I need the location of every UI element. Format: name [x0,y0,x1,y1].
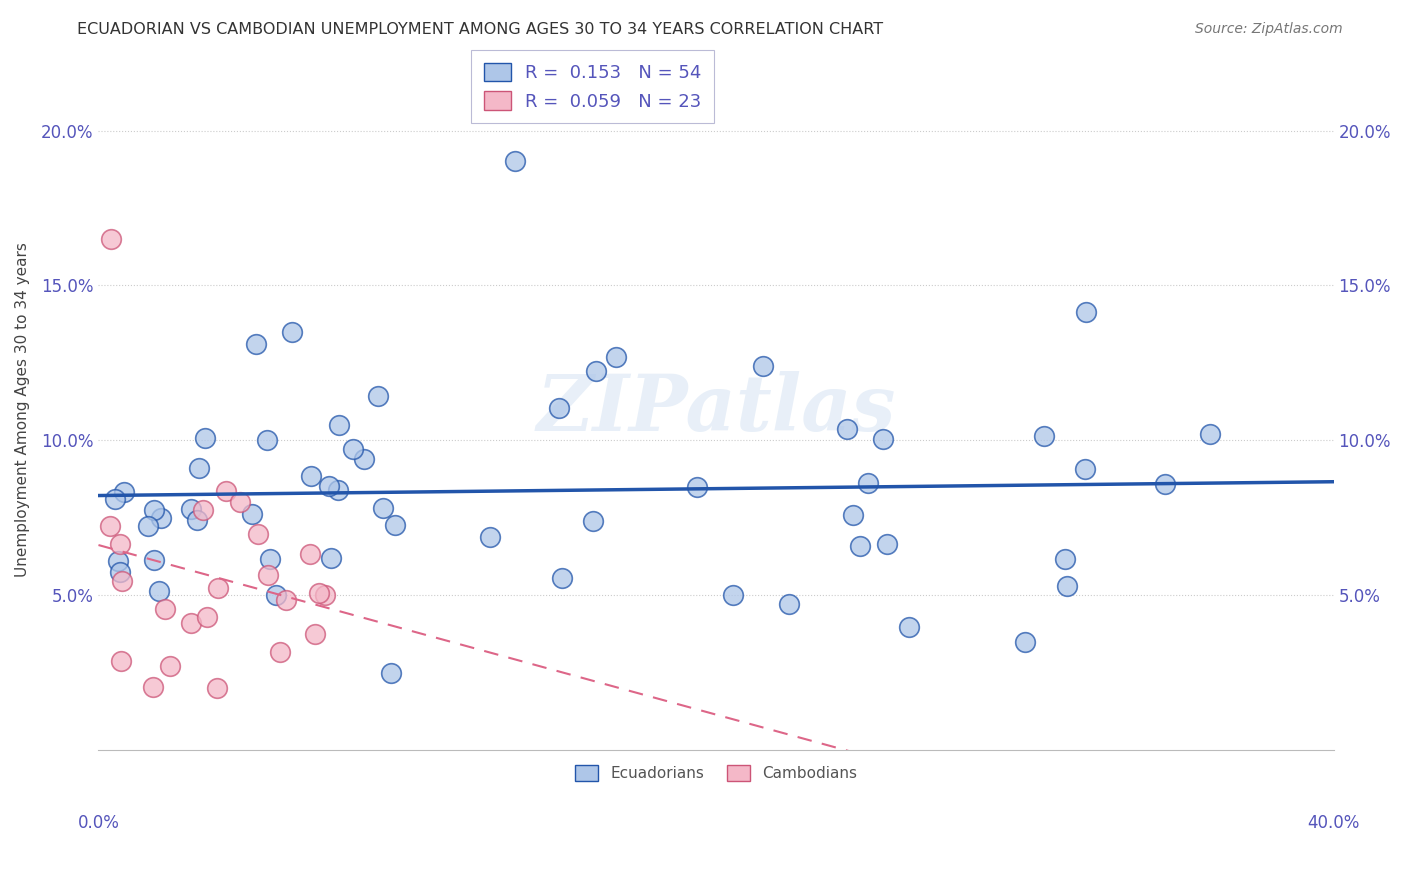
Point [318,478,340,492]
Point [1014,635,1036,649]
Point [778,597,800,611]
Point [148,584,170,599]
Point [849,540,872,554]
Point [1074,462,1097,476]
Point [108,537,131,551]
Point [274,592,297,607]
Point [328,483,350,497]
Point [246,526,269,541]
Point [856,476,879,491]
Point [142,680,165,694]
Point [384,517,406,532]
Point [195,610,218,624]
Point [872,432,894,446]
Point [153,602,176,616]
Point [837,422,859,436]
Point [342,442,364,456]
Point [245,336,267,351]
Point [142,503,165,517]
Point [308,586,330,600]
Point [551,571,574,585]
Y-axis label: Unemployment Among Ages 30 to 34 years: Unemployment Among Ages 30 to 34 years [15,242,30,577]
Point [505,154,527,169]
Point [314,588,336,602]
Text: 0.0%: 0.0% [77,814,120,832]
Point [259,552,281,566]
Point [159,659,181,673]
Point [280,325,302,339]
Point [1154,477,1177,491]
Point [898,620,921,634]
Point [111,574,134,588]
Point [585,364,607,378]
Point [269,645,291,659]
Text: ECUADORIAN VS CAMBODIAN UNEMPLOYMENT AMONG AGES 30 TO 34 YEARS CORRELATION CHART: ECUADORIAN VS CAMBODIAN UNEMPLOYMENT AMO… [77,22,883,37]
Point [110,654,132,668]
Point [582,515,605,529]
Point [1198,427,1220,442]
Point [1056,579,1078,593]
Point [478,530,501,544]
Point [240,508,263,522]
Point [876,537,898,551]
Point [136,518,159,533]
Point [207,581,229,595]
Point [180,615,202,630]
Point [319,551,342,566]
Legend: Ecuadorians, Cambodians: Ecuadorians, Cambodians [569,759,863,787]
Point [328,417,350,432]
Point [207,681,229,696]
Point [193,503,215,517]
Point [721,588,744,602]
Point [187,461,209,475]
Point [298,547,321,561]
Point [380,665,402,680]
Point [180,502,202,516]
Point [108,565,131,579]
Point [256,567,278,582]
Point [256,433,278,447]
Point [685,480,707,494]
Point [548,401,571,416]
Point [100,232,122,246]
Point [186,513,208,527]
Point [112,484,135,499]
Point [194,431,217,445]
Point [1074,305,1097,319]
Point [107,554,129,568]
Text: 40.0%: 40.0% [1308,814,1360,832]
Point [299,469,322,483]
Point [367,389,389,403]
Point [150,511,173,525]
Point [215,483,238,498]
Point [98,519,121,533]
Point [751,359,773,373]
Point [373,500,395,515]
Point [143,552,166,566]
Point [1032,429,1054,443]
Text: Source: ZipAtlas.com: Source: ZipAtlas.com [1195,22,1343,37]
Point [103,491,125,506]
Point [304,627,326,641]
Point [605,351,627,365]
Point [353,452,375,467]
Point [1053,551,1076,566]
Text: ZIPatlas: ZIPatlas [536,371,896,448]
Point [229,495,252,509]
Point [264,588,287,602]
Point [842,508,865,523]
